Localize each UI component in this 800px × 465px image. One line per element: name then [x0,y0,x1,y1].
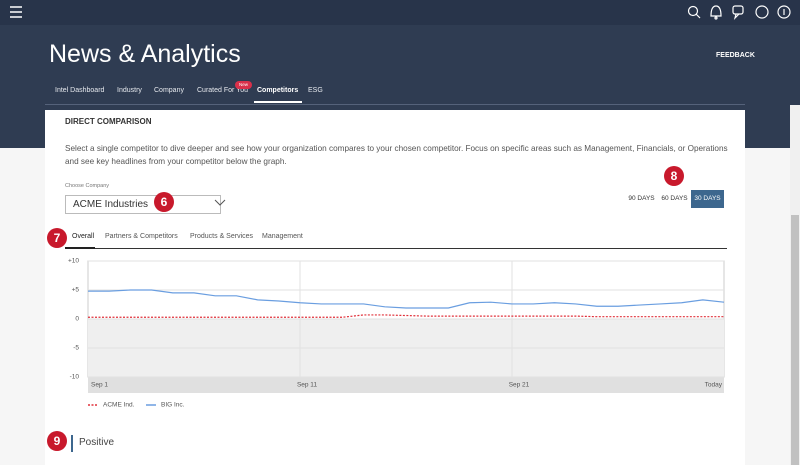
new-badge: New [235,81,252,89]
selected-company: ACME Industries [73,199,149,210]
scrollbar-thumb[interactable] [791,215,799,465]
nav-tab[interactable]: Intel Dashboard [55,87,105,94]
annotation-badge: 6 [154,192,174,212]
active-tab-underline [254,101,302,103]
sentiment-heading: Positive [79,437,115,448]
sub-tab[interactable]: Products & Services [190,233,254,240]
nav-tab[interactable]: Industry [117,87,142,94]
nav-tab[interactable]: Competitors [257,87,299,94]
section-title: DIRECT COMPARISON [65,117,152,126]
annotation-badge: 9 [47,431,67,451]
section-description: Select a single competitor to dive deepe… [65,144,728,166]
feedback-link[interactable]: FEEDBACK [716,52,755,59]
page-title: News & Analytics [49,40,241,68]
annotation-badge: 7 [47,228,67,248]
select-label: Choose Company [65,183,110,189]
range-button[interactable]: 60 DAYS [661,195,688,202]
range-button[interactable]: 30 DAYS [691,190,724,208]
nav-divider [45,104,745,105]
nav-tab[interactable]: Curated For You [197,87,248,94]
sub-tab[interactable]: Overall [72,233,95,240]
range-button[interactable]: 90 DAYS [628,195,655,202]
top-bar [0,0,800,25]
sub-tab[interactable]: Partners & Competitors [105,233,178,240]
sub-tab[interactable]: Management [262,233,303,240]
nav-tab[interactable]: Company [154,87,184,94]
nav-tab[interactable]: ESG [308,87,323,94]
scrollbar-track [790,105,800,465]
annotation-badge: 8 [664,166,684,186]
